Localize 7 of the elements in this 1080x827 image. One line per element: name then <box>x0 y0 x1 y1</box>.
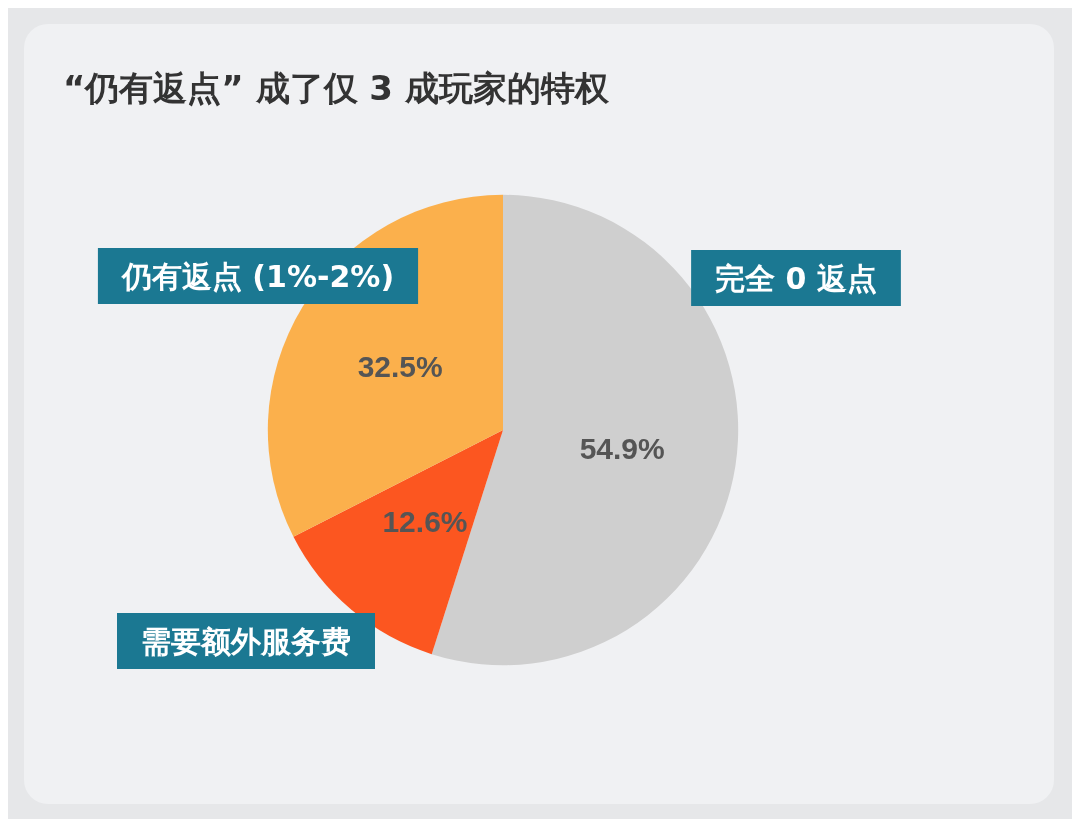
slice-label: 完全 0 返点 <box>715 260 877 296</box>
data-label: 54.9% <box>579 431 665 465</box>
slice-label: 需要额外服务费 <box>141 623 351 659</box>
slice-label: 仍有返点 (1%-2%) <box>119 258 395 294</box>
data-label: 12.6% <box>382 505 468 539</box>
chart-title: “仍有返点” 成了仅 3 成玩家的特权 <box>63 68 610 108</box>
data-label: 32.5% <box>357 350 443 384</box>
